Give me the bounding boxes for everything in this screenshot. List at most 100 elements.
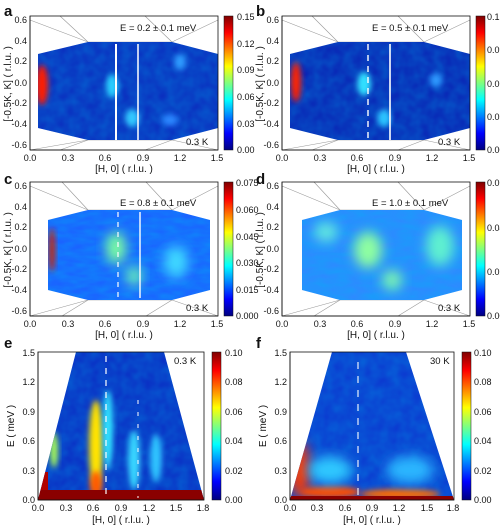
panel-b-cbtick-2: 0.06 bbox=[487, 79, 500, 89]
panel-e-cbtick-0: 0.10 bbox=[225, 348, 243, 358]
panel-c-xtick-5: 1.5 bbox=[211, 319, 224, 329]
panel-d-xtick-0: 0.0 bbox=[276, 319, 289, 329]
panel-c-xtick-0: 0.0 bbox=[24, 319, 37, 329]
panel-c-ytick-6: -0.6 bbox=[11, 306, 27, 316]
panel-f-xtick-4: 1.2 bbox=[393, 503, 406, 513]
panel-c-cbtick-0: 0.075 bbox=[236, 178, 259, 188]
panel-d-ytick-6: -0.6 bbox=[263, 306, 279, 316]
panel-a-x-ticks: 0.0 0.3 0.6 0.9 1.2 1.5 bbox=[24, 153, 224, 163]
panel-d-cbtick-3: 0.00 bbox=[487, 311, 500, 321]
panel-d-heatmap bbox=[302, 210, 462, 300]
panel-c-ytick-5: -0.4 bbox=[11, 285, 27, 295]
panel-a-xtick-0: 0.0 bbox=[24, 153, 37, 163]
panel-b-cbtick-0: 0.12 bbox=[487, 12, 500, 22]
panel-a-ytick-1: 0.4 bbox=[14, 36, 27, 46]
panel-b-xtick-0: 0.0 bbox=[276, 153, 289, 163]
panel-a-ytick-3: 0.0 bbox=[14, 78, 27, 88]
panel-a-ytick-2: 0.2 bbox=[14, 56, 27, 66]
panel-e-cbtick-1: 0.08 bbox=[225, 377, 243, 387]
panel-f-xtick-2: 0.6 bbox=[339, 503, 352, 513]
panel-c: c E = 0.8 ± 0.1 meV 0.3 K 0.0 0.3 0.6 0 bbox=[3, 171, 259, 341]
panel-b-temperature: 0.3 K bbox=[438, 137, 461, 148]
panel-a-xtick-1: 0.3 bbox=[62, 153, 75, 163]
panel-a-energy-annotation: E = 0.2 ± 0.1 meV bbox=[120, 23, 197, 34]
panel-f-cbtick-3: 0.04 bbox=[474, 436, 492, 446]
panel-d: d E = 1.0 ± 0.1 meV 0.3 K 0.0 0.3 0.6 0.… bbox=[255, 171, 500, 341]
panel-e-colorbar-ticks: 0.10 0.08 0.06 0.04 0.02 0.00 bbox=[225, 348, 243, 505]
panel-d-xtick-1: 0.3 bbox=[314, 319, 327, 329]
panel-b-ytick-6: -0.6 bbox=[263, 140, 279, 150]
panel-f-ytick-5: 0.0 bbox=[274, 495, 287, 505]
panel-b-label: b bbox=[256, 3, 265, 20]
panel-f-xtick-6: 1.8 bbox=[447, 503, 460, 513]
panel-a-ytick-6: -0.6 bbox=[11, 140, 27, 150]
panel-b-cbtick-1: 0.09 bbox=[487, 45, 500, 55]
panel-c-ytick-3: 0.0 bbox=[14, 244, 27, 254]
panel-f-colorbar bbox=[461, 351, 472, 501]
panel-e-ylabel: E ( meV ) bbox=[6, 405, 17, 447]
panel-f-ytick-0: 1.5 bbox=[274, 348, 287, 358]
panel-d-ytick-2: 0.2 bbox=[266, 222, 279, 232]
panel-f-cbtick-5: 0.00 bbox=[474, 495, 492, 505]
panel-b-cbtick-4: 0.00 bbox=[487, 145, 500, 155]
panel-e-xtick-5: 1.5 bbox=[170, 503, 183, 513]
panel-b-heatmap bbox=[290, 42, 470, 140]
panel-b: b E = 0.5 ± 0.1 meV 0.3 K 0.0 0.3 0.6 0 bbox=[255, 3, 500, 175]
panel-c-xlabel: [H, 0] ( r.l.u. ) bbox=[95, 330, 153, 341]
panel-a-label: a bbox=[4, 3, 13, 20]
panel-d-ytick-0: 0.6 bbox=[266, 181, 279, 191]
panel-e-xtick-1: 0.3 bbox=[60, 503, 73, 513]
panel-a-ytick-0: 0.6 bbox=[14, 15, 27, 25]
panel-c-cbtick-4: 0.015 bbox=[236, 285, 259, 295]
panel-b-xtick-1: 0.3 bbox=[314, 153, 327, 163]
panel-b-xtick-4: 1.2 bbox=[426, 153, 439, 163]
panel-e-xtick-4: 1.2 bbox=[143, 503, 156, 513]
panel-e-xtick-6: 1.8 bbox=[197, 503, 210, 513]
panel-b-ytick-5: -0.4 bbox=[263, 119, 279, 129]
panel-e-temperature: 0.3 K bbox=[174, 356, 197, 367]
panel-d-colorbar-ticks: 0.06 0.04 0.02 0.00 bbox=[487, 178, 500, 321]
panel-f-xtick-5: 1.5 bbox=[421, 503, 434, 513]
panel-d-energy-annotation: E = 1.0 ± 0.1 meV bbox=[372, 198, 449, 209]
panel-c-cbtick-1: 0.060 bbox=[236, 205, 259, 215]
panel-f-ytick-2: 0.9 bbox=[274, 407, 287, 417]
panel-f-cbtick-0: 0.10 bbox=[474, 348, 492, 358]
panel-d-y-ticks: 0.6 0.4 0.2 0.0 -0.2 -0.4 -0.6 bbox=[263, 181, 279, 316]
panel-c-ytick-0: 0.6 bbox=[14, 181, 27, 191]
panel-c-ytick-2: 0.2 bbox=[14, 222, 27, 232]
panel-f-xlabel: [H, 0] ( r.l.u. ) bbox=[343, 515, 401, 526]
panel-a-heatmap bbox=[38, 42, 218, 140]
panel-e-ytick-4: 0.3 bbox=[22, 466, 35, 476]
panel-f-y-ticks: 1.5 1.2 0.9 0.6 0.3 0.0 bbox=[274, 348, 287, 505]
panel-e-x-ticks: 0.0 0.3 0.6 0.9 1.2 1.5 1.8 bbox=[32, 503, 210, 513]
panel-e-label: e bbox=[4, 335, 12, 352]
panel-d-temperature: 0.3 K bbox=[438, 303, 461, 314]
panel-a-ytick-4: -0.2 bbox=[11, 98, 27, 108]
panel-b-cbtick-3: 0.03 bbox=[487, 112, 500, 122]
panel-e-xtick-0: 0.0 bbox=[32, 503, 45, 513]
panel-e-ytick-1: 1.2 bbox=[22, 377, 35, 387]
panel-f-xtick-3: 0.9 bbox=[366, 503, 379, 513]
panel-a-colorbar-ticks: 0.15 0.12 0.09 0.06 0.03 0.00 bbox=[237, 12, 255, 155]
panel-d-xtick-4: 1.2 bbox=[426, 319, 439, 329]
panel-d-colorbar bbox=[475, 181, 486, 317]
panel-f-xtick-0: 0.0 bbox=[284, 503, 297, 513]
panel-b-ytick-0: 0.6 bbox=[266, 15, 279, 25]
panel-a-colorbar bbox=[223, 15, 234, 151]
panel-e: e 0.3 K 0.0 0.3 0.6 0.9 1.2 1.5 1.8 bbox=[4, 335, 243, 526]
panel-f-ylabel: E ( meV ) bbox=[258, 405, 269, 447]
panel-f-ytick-4: 0.3 bbox=[274, 466, 287, 476]
panel-c-y-ticks: 0.6 0.4 0.2 0.0 -0.2 -0.4 -0.6 bbox=[11, 181, 27, 316]
panel-b-y-ticks: 0.6 0.4 0.2 0.0 -0.2 -0.4 -0.6 bbox=[263, 15, 279, 150]
panel-a-xtick-3: 0.9 bbox=[137, 153, 150, 163]
panel-a-xtick-4: 1.2 bbox=[174, 153, 187, 163]
panel-c-cbtick-2: 0.045 bbox=[236, 232, 259, 242]
panel-a-cbtick-4: 0.03 bbox=[237, 119, 255, 129]
panel-b-ytick-1: 0.4 bbox=[266, 36, 279, 46]
panel-b-xtick-5: 1.5 bbox=[463, 153, 476, 163]
panel-a-xlabel: [H, 0] ( r.l.u. ) bbox=[95, 164, 153, 175]
panel-d-cbtick-2: 0.02 bbox=[487, 267, 500, 277]
panel-e-cbtick-2: 0.06 bbox=[225, 407, 243, 417]
panel-a-cbtick-2: 0.09 bbox=[237, 65, 255, 75]
panel-f-cbtick-1: 0.08 bbox=[474, 377, 492, 387]
